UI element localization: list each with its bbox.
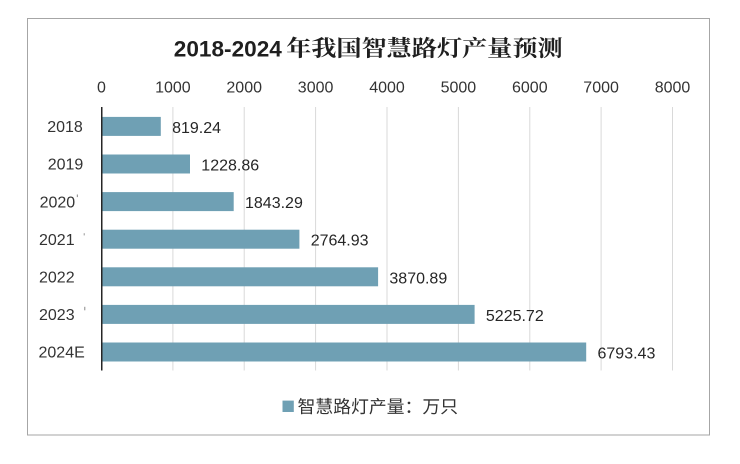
svg-text:0: 0 xyxy=(97,79,106,96)
svg-text:3870.89: 3870.89 xyxy=(389,270,447,287)
svg-text:2000: 2000 xyxy=(226,79,262,96)
svg-text:1843.29: 1843.29 xyxy=(245,195,303,212)
svg-text:1228.86: 1228.86 xyxy=(201,158,259,175)
svg-text:2018-2024: 2018-2024 xyxy=(174,36,282,61)
svg-text:7000: 7000 xyxy=(583,79,619,96)
svg-text:2020: 2020 xyxy=(40,194,76,211)
svg-text:1000: 1000 xyxy=(155,79,191,96)
svg-text:5000: 5000 xyxy=(441,79,477,96)
svg-text:2018: 2018 xyxy=(47,119,83,136)
svg-text:819.24: 819.24 xyxy=(172,120,221,137)
svg-text:6000: 6000 xyxy=(512,79,548,96)
svg-text:2024E: 2024E xyxy=(39,345,85,362)
svg-text:4000: 4000 xyxy=(369,79,405,96)
svg-text:6793.43: 6793.43 xyxy=(598,346,656,363)
svg-text:2019: 2019 xyxy=(48,157,84,174)
svg-text:5225.72: 5225.72 xyxy=(486,308,544,325)
svg-text:2022: 2022 xyxy=(39,270,75,287)
svg-text:2764.93: 2764.93 xyxy=(311,233,369,250)
svg-text:2023: 2023 xyxy=(39,307,75,324)
svg-text:2021: 2021 xyxy=(39,232,75,249)
svg-text:8000: 8000 xyxy=(655,79,691,96)
svg-text:3000: 3000 xyxy=(298,79,334,96)
